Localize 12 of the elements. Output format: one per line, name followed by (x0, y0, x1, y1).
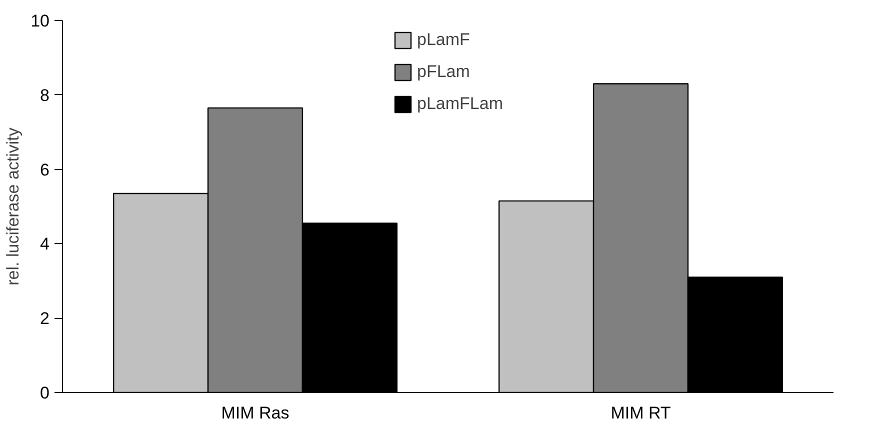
legend-label: pFLam (417, 62, 470, 82)
legend-label: pLamF (417, 30, 470, 50)
y-tick-label: 0 (40, 384, 50, 402)
x-tick-label: MIM RT (610, 404, 671, 422)
y-tick-label: 4 (40, 234, 50, 254)
y-axis-title: rel. luciferase activity (4, 127, 23, 286)
x-tick-label: MIM Ras (221, 404, 290, 422)
y-tick-label: 8 (40, 86, 50, 105)
y-tick-label: 10 (30, 12, 50, 30)
y-tick-label: 2 (40, 309, 50, 328)
legend-label: pLamFLam (417, 94, 503, 114)
y-tick-label: 6 (40, 160, 50, 180)
